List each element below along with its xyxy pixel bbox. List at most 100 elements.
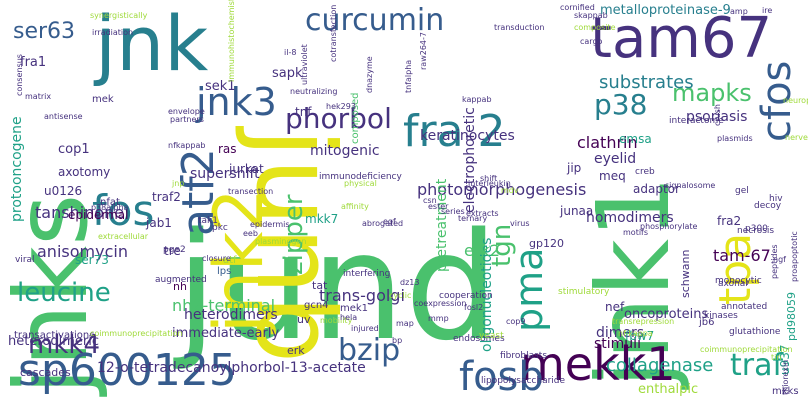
cloud-word: jurkat bbox=[228, 162, 264, 176]
cloud-word: plasmids bbox=[717, 134, 753, 143]
cloud-word: pretreatment bbox=[434, 178, 450, 272]
cloud-word: p300 bbox=[745, 224, 768, 234]
cloud-word: annotated bbox=[721, 302, 767, 312]
cloud-word: u937 bbox=[778, 344, 792, 375]
cloud-word: interfering bbox=[343, 269, 390, 279]
cloud-word: envelope bbox=[168, 107, 205, 116]
cloud-word: hiv bbox=[769, 194, 783, 204]
cloud-word: thiorexin bbox=[781, 360, 790, 395]
cloud-word: synergistically bbox=[90, 11, 148, 20]
cloud-word: mek bbox=[92, 94, 114, 105]
cloud-word: phosphorylate bbox=[640, 222, 698, 231]
cloud-word: ser63 bbox=[13, 19, 75, 44]
cloud-word: cooperation bbox=[439, 291, 493, 301]
cloud-word: cyclic bbox=[389, 291, 411, 300]
cloud-word: pkc bbox=[212, 223, 228, 233]
cloud-word: photomorphogenesis bbox=[417, 180, 586, 199]
cloud-word: u0126 bbox=[44, 184, 82, 198]
cloud-word: tam-67 bbox=[713, 246, 771, 265]
cloud-word: nh bbox=[173, 280, 187, 293]
cloud-word: schwann bbox=[679, 250, 692, 298]
cloud-word: composite bbox=[574, 23, 616, 32]
cloud-word: nh2-terminal bbox=[172, 296, 275, 315]
cloud-word: mmp bbox=[428, 314, 449, 323]
cloud-word: electrophoretic bbox=[462, 107, 478, 213]
cloud-word: irradiation bbox=[92, 28, 133, 37]
cloud-word: junb bbox=[232, 126, 357, 363]
cloud-word: transrepression bbox=[612, 317, 674, 326]
cloud-word: abrogated bbox=[362, 219, 403, 228]
cloud-word: injured bbox=[351, 324, 379, 333]
cloud-word: gcn4 bbox=[304, 300, 329, 311]
cloud-word: ultraviolet bbox=[300, 44, 309, 85]
cloud-word: glutathione bbox=[729, 327, 781, 337]
cloud-word: jab1 bbox=[145, 216, 172, 230]
cloud-word: sek1 bbox=[205, 79, 236, 94]
cloud-word: mkks bbox=[772, 386, 799, 397]
cloud-word: jip bbox=[566, 161, 581, 175]
cloud-word: closure bbox=[202, 254, 231, 263]
cloud-word: matrix bbox=[25, 92, 51, 101]
cloud-word: jnks bbox=[0, 194, 110, 397]
cloud-word: axotomy bbox=[58, 165, 110, 179]
cloud-word: fra1 bbox=[20, 55, 46, 70]
cloud-word: physical bbox=[344, 179, 377, 188]
cloud-word: jund bbox=[173, 201, 499, 373]
cloud-word: heterodimeric bbox=[8, 334, 99, 349]
cloud-word: zipper bbox=[279, 194, 309, 275]
cloud-word: tpa bbox=[710, 233, 761, 305]
cloud-word: cascades bbox=[20, 366, 71, 379]
cloud-word: traf2 bbox=[152, 190, 181, 204]
cloud-word: dimers bbox=[596, 325, 644, 341]
cloud-word: antisense bbox=[44, 112, 83, 121]
cloud-word: crush bbox=[713, 104, 722, 126]
cloud-word: tak1 bbox=[198, 216, 218, 226]
cloud-word: tin bbox=[771, 353, 781, 362]
cloud-word: cop1 bbox=[58, 142, 90, 157]
cloud-word: necrosis bbox=[737, 226, 774, 236]
cloud-word: neutralizing bbox=[290, 87, 337, 96]
cloud-word: hela bbox=[340, 313, 357, 322]
cloud-word: interactome bbox=[669, 116, 724, 126]
cloud-word: curcumin bbox=[305, 3, 444, 38]
cloud-word: il-8 bbox=[284, 48, 296, 57]
cloud-word: fra2 bbox=[717, 214, 741, 228]
cloud-word: bp bbox=[392, 336, 402, 345]
cloud-word: atf2 bbox=[173, 148, 224, 236]
cloud-word: lipopolysaccharide bbox=[481, 376, 565, 386]
cloud-word: 12-o-tetradecanoylphorbol-13-acetate bbox=[97, 360, 366, 376]
cloud-word: jnk1 bbox=[575, 175, 692, 390]
cloud-word: mek1 bbox=[340, 303, 368, 314]
cloud-word: fosb bbox=[459, 354, 544, 400]
cloud-word: transactivations bbox=[14, 330, 94, 341]
cloud-word: cop9 bbox=[506, 317, 525, 326]
cloud-word: oncoproteins bbox=[624, 307, 709, 322]
cloud-word: peptides bbox=[770, 244, 779, 279]
cloud-word: dnazyme bbox=[365, 56, 374, 93]
cloud-word: fos bbox=[92, 186, 154, 235]
cloud-word: tgn bbox=[487, 224, 517, 267]
cloud-word: transection bbox=[228, 187, 273, 196]
cloud-word: jnk bbox=[93, 0, 208, 88]
cloud-word: substrates bbox=[599, 72, 694, 93]
cloud-word: immunohistochemistry bbox=[227, 0, 236, 82]
cloud-word: leucine bbox=[17, 278, 111, 308]
cloud-word: dz13 bbox=[400, 278, 419, 287]
cloud-word: ngf bbox=[773, 255, 786, 264]
cloud-word: decoy bbox=[754, 201, 782, 211]
cloud-word: sapk bbox=[272, 66, 303, 81]
cloud-word: ser73 bbox=[75, 253, 109, 267]
cloud-word: extracellular bbox=[98, 232, 149, 241]
cloud-word: nef bbox=[605, 300, 625, 314]
cloud-word: pd98059 bbox=[785, 292, 798, 341]
cloud-word: lps bbox=[217, 266, 231, 277]
cloud-word: p38 bbox=[594, 88, 647, 121]
cloud-word: mekk1 bbox=[520, 337, 676, 391]
cloud-word: egf bbox=[383, 217, 396, 226]
cloud-word: plasminogen bbox=[255, 237, 306, 246]
cloud-word: stimulatory bbox=[558, 287, 610, 297]
cloud-word: eeb bbox=[243, 229, 258, 238]
cloud-word: eyelid bbox=[594, 151, 636, 167]
cloud-word: tnfalpha bbox=[404, 60, 413, 93]
